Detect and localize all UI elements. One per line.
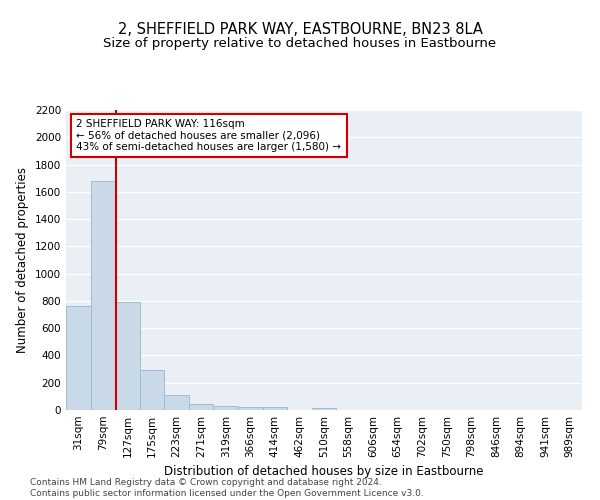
Y-axis label: Number of detached properties: Number of detached properties [16, 167, 29, 353]
Bar [91, 181, 115, 410]
Bar [140, 370, 164, 410]
Bar [312, 408, 336, 410]
Text: Size of property relative to detached houses in Eastbourne: Size of property relative to detached ho… [103, 38, 497, 51]
Bar [164, 395, 189, 410]
Bar [115, 302, 140, 410]
Bar [66, 306, 91, 410]
Bar [263, 408, 287, 410]
X-axis label: Distribution of detached houses by size in Eastbourne: Distribution of detached houses by size … [164, 466, 484, 478]
Bar [189, 404, 214, 410]
Text: 2, SHEFFIELD PARK WAY, EASTBOURNE, BN23 8LA: 2, SHEFFIELD PARK WAY, EASTBOURNE, BN23 … [118, 22, 482, 38]
Bar [238, 407, 263, 410]
Text: Contains HM Land Registry data © Crown copyright and database right 2024.
Contai: Contains HM Land Registry data © Crown c… [30, 478, 424, 498]
Text: 2 SHEFFIELD PARK WAY: 116sqm
← 56% of detached houses are smaller (2,096)
43% of: 2 SHEFFIELD PARK WAY: 116sqm ← 56% of de… [76, 119, 341, 152]
Bar [214, 406, 238, 410]
